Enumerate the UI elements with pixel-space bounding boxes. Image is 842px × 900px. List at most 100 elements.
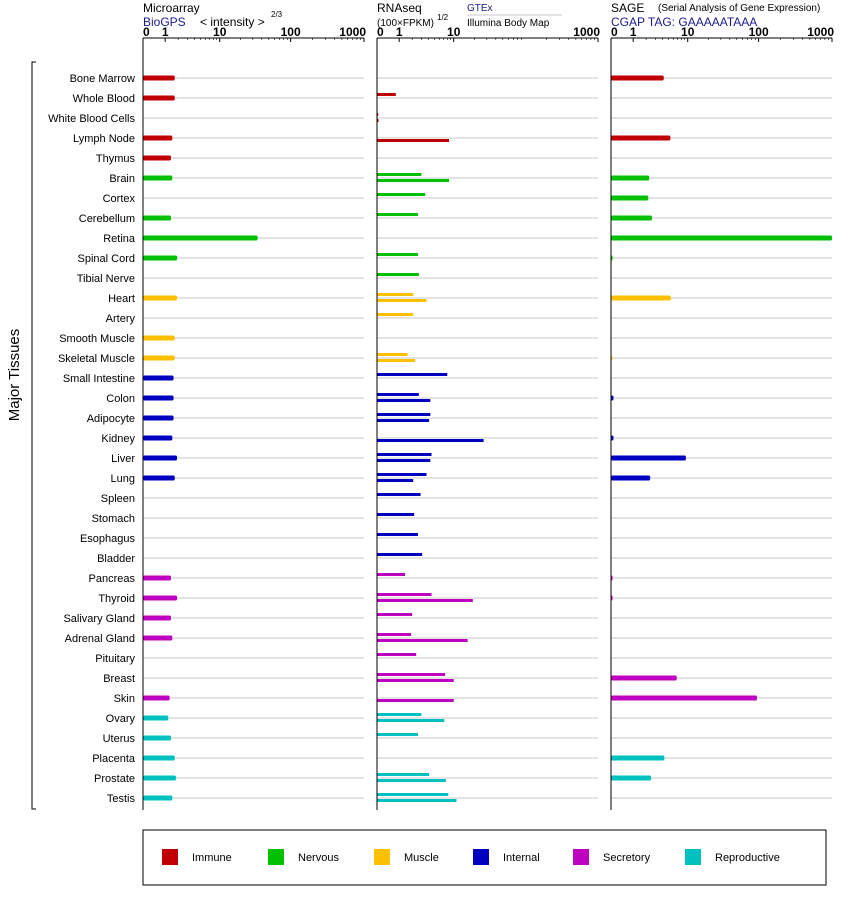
tissue-label: Stomach (92, 513, 135, 525)
x-tick-label: 1000 (807, 25, 834, 39)
legend-swatch-secretory (573, 849, 589, 865)
panel-scale-label: < intensity > (200, 15, 265, 29)
bar-rnaseq-illumina-body-map (377, 779, 446, 782)
tissue-label: Bladder (97, 553, 135, 565)
tissue-label: Pancreas (89, 573, 136, 585)
bar-rnaseq-illumina-body-map (377, 699, 454, 702)
y-axis-label: Major Tissues (6, 329, 23, 422)
tissue-label: Skeletal Muscle (58, 353, 135, 365)
bar-rnaseq-gtex (377, 353, 408, 356)
bar-sage-sage (611, 295, 671, 301)
panel-description-sage: (Serial Analysis of Gene Expression) (658, 3, 820, 14)
legend-swatch-reproductive (685, 849, 701, 865)
bar-rnaseq-gtex (377, 533, 418, 536)
bar-rnaseq-gtex (377, 213, 418, 216)
tissue-label: Pituitary (95, 653, 135, 665)
panel-fpkm-exponent: 1/2 (437, 13, 449, 22)
x-tick-label: 10 (681, 25, 695, 39)
bar-rnaseq-gtex (377, 453, 432, 456)
tissue-label: Retina (103, 233, 136, 245)
tissue-label: Heart (108, 293, 135, 305)
expression-bars (143, 75, 832, 802)
tissue-label: Thymus (96, 153, 136, 165)
bar-microarray-biogps (143, 475, 175, 481)
x-tick-label: 100 (281, 25, 301, 39)
bar-rnaseq-gtex (377, 253, 418, 256)
bar-rnaseq-illumina-body-map (377, 139, 450, 142)
bar-sage-sage (611, 195, 649, 201)
x-tick-label: 0 (377, 25, 384, 39)
bar-microarray-biogps (143, 235, 258, 241)
x-tick-label: 1000 (573, 25, 600, 39)
tissue-label: Adipocyte (87, 413, 135, 425)
bar-rnaseq-gtex (377, 553, 423, 556)
bar-rnaseq-gtex (377, 613, 413, 616)
bar-rnaseq-gtex (377, 173, 422, 176)
x-tick-label: 100 (749, 25, 769, 39)
legend-label-muscle: Muscle (404, 852, 439, 864)
bar-microarray-biogps (143, 595, 178, 601)
tissue-label: Cerebellum (79, 213, 135, 225)
bar-rnaseq-illumina-body-map (377, 799, 457, 802)
bar-microarray-biogps (143, 355, 175, 361)
bar-rnaseq-gtex (377, 493, 421, 496)
bar-microarray-biogps (143, 755, 175, 761)
panel-title-rnaseq: RNAseq (377, 1, 422, 15)
bar-rnaseq-illumina-body-map (377, 679, 454, 682)
x-tick-label: 1 (630, 25, 637, 39)
tissue-label: Artery (106, 313, 136, 325)
tissue-label: Smooth Muscle (59, 333, 135, 345)
bar-rnaseq-gtex (377, 113, 379, 116)
legend: Immune Nervous Muscle Internal Secretory Repr… (162, 849, 780, 865)
bar-microarray-biogps (143, 415, 174, 421)
bar-rnaseq-illumina-body-map (377, 599, 473, 602)
bar-microarray-biogps (143, 775, 176, 781)
x-tick-label: 1 (396, 25, 403, 39)
bar-rnaseq-gtex (377, 393, 419, 396)
tissue-label: Cortex (103, 193, 136, 205)
bar-rnaseq-gtex (377, 413, 431, 416)
panel-title-microarray: Microarray (143, 1, 200, 15)
bar-rnaseq-gtex (377, 673, 446, 676)
tissue-label: Adrenal Gland (65, 633, 135, 645)
bar-rnaseq-illumina-body-map (377, 719, 445, 722)
x-tick-label: 1 (162, 25, 169, 39)
tissue-label: Liver (111, 453, 135, 465)
x-tick-label: 1000 (339, 25, 366, 39)
bar-microarray-biogps (143, 435, 173, 441)
bar-microarray-biogps (143, 695, 170, 701)
bar-rnaseq-illumina-body-map (377, 459, 431, 462)
bar-microarray-biogps (143, 575, 172, 581)
bar-microarray-biogps (143, 95, 175, 101)
bar-rnaseq-illumina-body-map (377, 639, 468, 642)
bar-sage-sage (611, 775, 652, 781)
x-tick-label: 10 (447, 25, 461, 39)
bar-rnaseq-gtex (377, 713, 422, 716)
legend-label-reproductive: Reproductive (715, 852, 780, 864)
tissue-label: White Blood Cells (48, 113, 135, 125)
tissue-label: Salivary Gland (63, 613, 135, 625)
bar-sage-sage (611, 75, 664, 81)
bar-rnaseq-gtex (377, 733, 418, 736)
panel-axes: 0 1 10 100 1000 0 1 10 1000 0 1 10 100 1000 (142, 25, 834, 810)
legend-label-immune: Immune (192, 852, 232, 864)
source-label-gtex: GTEx (467, 3, 493, 14)
bar-microarray-biogps (143, 795, 173, 801)
bar-sage-sage (611, 475, 651, 481)
tissue-label: Spleen (101, 493, 135, 505)
bar-microarray-biogps (143, 395, 174, 401)
bar-microarray-biogps (143, 75, 175, 81)
tissue-label: Placenta (92, 753, 136, 765)
bar-rnaseq-gtex (377, 633, 412, 636)
tissue-label: Small Intestine (63, 373, 135, 385)
bar-microarray-biogps (143, 215, 172, 221)
bar-microarray-biogps (143, 335, 175, 341)
bar-rnaseq-gtex (377, 793, 449, 796)
tissue-label: Skin (114, 693, 135, 705)
bar-sage-sage (611, 695, 758, 701)
tissue-label: Breast (103, 673, 135, 685)
tissue-label: Whole Blood (73, 93, 135, 105)
x-tick-label: 10 (213, 25, 227, 39)
bar-rnaseq-illumina-body-map (377, 179, 450, 182)
tissue-label: Prostate (94, 773, 135, 785)
